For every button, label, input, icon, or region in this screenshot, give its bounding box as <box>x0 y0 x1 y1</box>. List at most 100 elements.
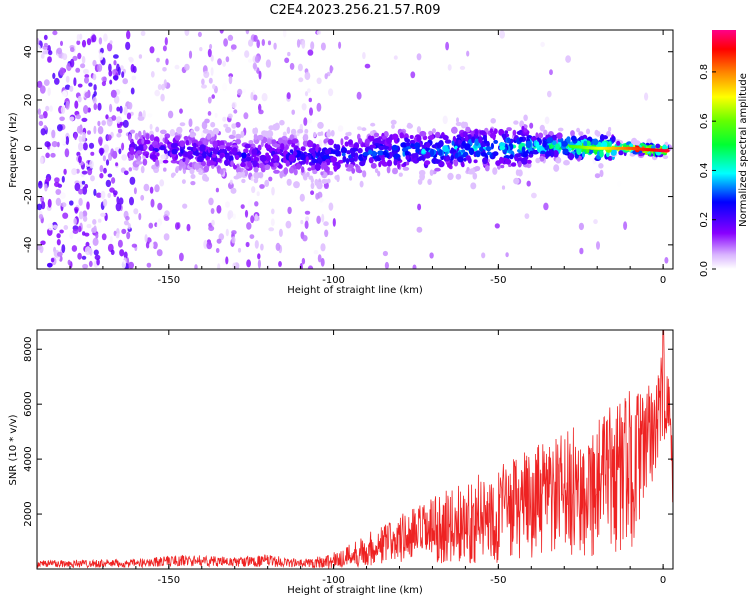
heatmap-cell <box>43 34 48 41</box>
heatmap-cell <box>83 68 89 75</box>
heatmap-cell <box>81 117 88 122</box>
heatmap-cell <box>316 102 322 112</box>
heatmap-cell <box>258 109 264 115</box>
heatmap-cell <box>74 132 78 141</box>
heatmap-cell <box>84 246 91 256</box>
heatmap-cell <box>316 215 321 224</box>
heatmap-cell <box>310 190 315 195</box>
heatmap-cell <box>106 117 113 127</box>
heatmap-cell <box>550 150 555 158</box>
y-tick-label: 20 <box>23 94 34 107</box>
heatmap-cell <box>222 82 228 92</box>
heatmap-cell <box>155 152 160 157</box>
snr-x-axis-label: Height of straight line (km) <box>287 585 423 596</box>
heatmap-cell <box>298 77 304 83</box>
heatmap-cell <box>316 181 323 190</box>
heatmap-cell <box>86 223 92 229</box>
heatmap-cell <box>76 236 82 242</box>
heatmap-cell <box>362 170 367 178</box>
heatmap-cell <box>182 157 186 163</box>
heatmap-cell <box>164 136 168 144</box>
heatmap-cell <box>199 47 203 52</box>
heatmap-cell <box>368 157 374 164</box>
heatmap-cell <box>180 149 184 154</box>
heatmap-cell <box>425 142 431 149</box>
heatmap-cell <box>556 132 563 140</box>
heatmap-cell <box>75 114 81 120</box>
heatmap-cell <box>101 233 107 241</box>
heatmap-cell <box>474 165 481 172</box>
heatmap-cell <box>92 237 99 246</box>
heatmap-cell <box>209 160 217 166</box>
heatmap-cell <box>77 52 82 60</box>
heatmap-cell <box>513 120 519 125</box>
heatmap-cell <box>211 219 215 226</box>
heatmap-cell <box>97 218 102 223</box>
heatmap-cell <box>158 159 164 164</box>
heatmap-cell <box>316 30 322 35</box>
heatmap-cell <box>159 179 165 187</box>
heatmap-cell <box>117 66 121 76</box>
heatmap-cell <box>330 66 334 72</box>
heatmap-cell <box>301 257 306 265</box>
heatmap-cell <box>167 143 172 149</box>
heatmap-cell <box>416 126 421 134</box>
heatmap-cell <box>121 228 127 235</box>
heatmap-cell <box>57 251 63 257</box>
heatmap-cell <box>501 185 506 190</box>
heatmap-cell <box>555 157 562 164</box>
heatmap-cell <box>455 173 462 180</box>
heatmap-cell <box>86 201 90 210</box>
heatmap-cell <box>397 162 401 170</box>
heatmap-cell <box>65 136 70 145</box>
heatmap-cell <box>538 132 544 139</box>
heatmap-cell <box>109 103 113 113</box>
heatmap-cell <box>357 147 363 154</box>
heatmap-cell <box>301 40 306 49</box>
heatmap-cell <box>417 203 422 211</box>
heatmap-cell <box>97 126 104 135</box>
colorbar-tick-label: 0.8 <box>699 64 710 80</box>
heatmap-cell <box>219 168 224 175</box>
heatmap-cell <box>301 166 305 173</box>
heatmap-cell <box>162 159 169 164</box>
heatmap-cell <box>237 247 242 253</box>
heatmap-cell <box>361 127 367 132</box>
heatmap-cell <box>161 83 166 91</box>
heatmap-cell <box>321 213 325 223</box>
heatmap-cell <box>163 233 170 241</box>
heatmap-cell <box>219 145 225 150</box>
heatmap-cell <box>271 139 277 145</box>
heatmap-cell <box>76 40 81 46</box>
heatmap-cell <box>307 49 314 56</box>
heatmap-cell <box>122 119 129 128</box>
heatmap-cell <box>129 149 135 156</box>
heatmap-cell <box>81 255 87 260</box>
heatmap-cell <box>154 184 160 193</box>
heatmap-cell <box>208 77 213 84</box>
heatmap-cell <box>82 142 88 151</box>
heatmap-cell <box>254 55 261 63</box>
heatmap-cell <box>90 175 95 182</box>
heatmap-cell <box>149 46 155 54</box>
heatmap-cell <box>80 63 86 69</box>
heatmap-cell <box>69 200 74 206</box>
heatmap-cell <box>348 157 356 163</box>
heatmap-cell <box>351 167 356 174</box>
heatmap-cell <box>149 134 155 142</box>
snr-y-axis-label: SNR (10 * v/v) <box>8 414 19 485</box>
heatmap-cell <box>599 150 604 158</box>
heatmap-cell <box>506 137 511 143</box>
heatmap-cell <box>207 111 212 116</box>
heatmap-cell <box>257 259 261 269</box>
heatmap-cell <box>93 125 97 135</box>
heatmap-cell <box>279 119 285 126</box>
heatmap-cell <box>244 50 250 58</box>
heatmap-cell <box>38 114 45 120</box>
heatmap-cell <box>510 162 517 167</box>
heatmap-cell <box>179 153 183 157</box>
heatmap-cell <box>218 233 225 241</box>
heatmap-cell <box>273 162 280 167</box>
heatmap-cell <box>215 187 219 193</box>
heatmap-cell <box>257 144 262 151</box>
